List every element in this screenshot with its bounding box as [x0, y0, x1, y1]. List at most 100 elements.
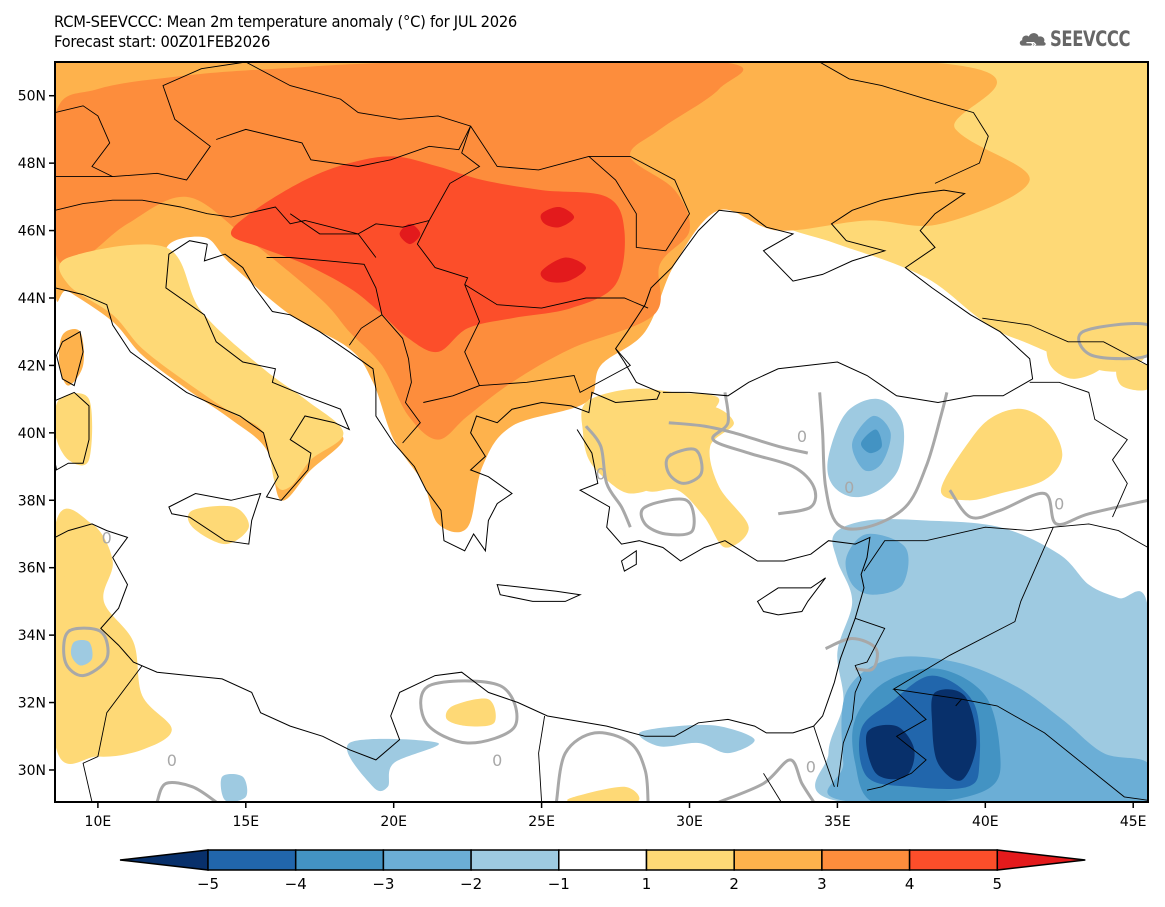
zero-contour-africa-west [155, 780, 218, 802]
y-tick-label: 50N [18, 89, 46, 105]
border-fr-de [55, 105, 113, 178]
colorbar-box--3to-2 [382, 849, 472, 871]
zero-contour-label: 0 [492, 751, 502, 770]
coastline-sicily [168, 492, 262, 545]
zero-contour-tunisia [62, 626, 110, 678]
anomaly-region-syria-blue-2to3 [845, 533, 909, 595]
border-ro-bg [464, 284, 649, 309]
anomaly-region-jordan-saudi-blue-5plus-b [931, 689, 977, 781]
x-axis: 10E 15E 20E 25E 30E 35E 40E 45E [85, 802, 1147, 830]
anomaly-region-anatolia-east-1to2 [940, 408, 1063, 501]
border-jo-sa [866, 688, 927, 791]
anomaly-region-romania-hotspot-5plus-b [540, 257, 587, 283]
x-tick-label: 45E [1120, 814, 1147, 830]
zero-contour-labels: 0 0 0 0 0 0 0 0 [102, 427, 1065, 776]
coastline-rhodes [620, 549, 637, 572]
y-tick-label: 40N [18, 426, 46, 442]
zero-contour-label: 0 [102, 528, 112, 547]
border-tr-sy-iq [863, 523, 1148, 572]
colorbar-box--5to-4 [207, 849, 297, 871]
anomaly-region-libya-1to2-b [567, 786, 640, 802]
chart-subtitle: Forecast start: 00Z01FEB2026 [54, 32, 271, 51]
zero-contour-caucasus [1077, 322, 1148, 361]
zero-contour-anatolia-loop-b [639, 497, 696, 537]
border-rs-me-al [381, 314, 421, 444]
border-bg-gr-tr [479, 348, 632, 394]
anomaly-field [55, 62, 1148, 802]
coastline-anatolia-south-coast [576, 429, 871, 727]
colorbar-label: −3 [372, 875, 394, 893]
seevccc-logo: SEEVCCC [1018, 22, 1153, 56]
colorbar-label: −5 [197, 875, 219, 893]
anomaly-region-corsica-2to3 [58, 329, 84, 386]
zero-contour-label: 0 [167, 751, 177, 770]
border-sinai [763, 773, 782, 802]
border-md-inner [588, 156, 666, 252]
x-tick-label: 25E [528, 814, 555, 830]
colorbar-box--4to-3 [294, 849, 385, 871]
chart-title-block: RCM-SEEVCCC: Mean 2m temperature anomaly… [54, 12, 517, 52]
anomaly-region-anatolia-central-1to2 [615, 405, 749, 548]
coastline-balkan-coast [203, 189, 1034, 553]
x-tick-label: 40E [972, 814, 999, 830]
border-ro-rs [416, 220, 469, 285]
border-rs-bg-mk [423, 284, 481, 403]
coastline-africa-coast [55, 523, 814, 761]
chart-title: RCM-SEEVCCC: Mean 2m temperature anomaly… [54, 12, 518, 31]
coastline-crete [496, 584, 582, 602]
y-tick-label: 34N [18, 628, 46, 644]
zero-contour-east [948, 489, 1148, 527]
y-tick-label: 36N [18, 561, 46, 577]
colorbar-label: 1 [642, 875, 652, 893]
x-tick-label: 20E [380, 814, 407, 830]
anomaly-region-caucasus-1to2 [1046, 336, 1105, 379]
anomaly-region-egypt-coast-blue [638, 724, 755, 754]
border-jo-sa-iq [961, 698, 1148, 801]
y-tick-label: 44N [18, 291, 46, 307]
colorbar-box--2to-1 [470, 849, 560, 871]
zero-contour-levant [824, 636, 879, 672]
border-tr-ge-am [1029, 381, 1128, 518]
anomaly-region-sardinia-1to2 [55, 393, 93, 466]
y-tick-label: 32N [18, 696, 46, 712]
colorbar-box-3to4 [821, 849, 911, 871]
border-ly-tn-dz [82, 665, 143, 802]
anomaly-region-libya-1to2-a [445, 698, 496, 727]
anomaly-region-libya-blue-west [220, 773, 248, 802]
colorbar-label: 4 [905, 875, 915, 893]
border-hu-ro [357, 125, 481, 235]
zero-contour-central-b [818, 392, 949, 531]
coastline-sardinia [55, 391, 90, 471]
colorbar-below-min-triangle [119, 849, 209, 871]
zero-contour-anatolia [668, 421, 809, 455]
border-lb-sy-il [836, 617, 886, 787]
border-hr-ba-rs [266, 257, 383, 346]
zero-contour-label: 0 [1054, 495, 1064, 514]
anomaly-region-northeast-corner-1to2 [1116, 362, 1148, 391]
zero-contour-label: 0 [844, 478, 854, 497]
border-ua-ru [707, 62, 989, 184]
colorbar-label: 5 [993, 875, 1003, 893]
border-cz-sk-at-hu [216, 62, 472, 167]
colorbar-label: −2 [460, 875, 482, 893]
anomaly-region-jordan-saudi-blue-5plus-a [865, 724, 915, 780]
anomaly-region-tunisia-1to2 [55, 508, 172, 764]
border-alps [55, 199, 359, 235]
x-tick-label: 10E [85, 814, 112, 830]
border-ua-ro-md [470, 125, 691, 252]
anomaly-region-hungary-hotspot-5plus [399, 223, 421, 245]
colorbar-label: −4 [285, 875, 307, 893]
anomaly-region-libya-blue [346, 738, 439, 792]
border-eg-ly [538, 715, 546, 802]
y-tick-label: 38N [18, 493, 46, 509]
x-tick-label: 15E [232, 814, 259, 830]
y-tick-label: 30N [18, 763, 46, 779]
colorbar-box-1to2 [645, 849, 735, 871]
y-tick-label: 42N [18, 358, 46, 374]
plot-frame [54, 61, 1149, 803]
zero-contour-aegean [584, 425, 632, 528]
x-tick-label: 30E [676, 814, 703, 830]
anomaly-region-romania-hotspot-5plus-a [540, 206, 575, 228]
anomaly-region-italy-1to2 [59, 244, 344, 490]
